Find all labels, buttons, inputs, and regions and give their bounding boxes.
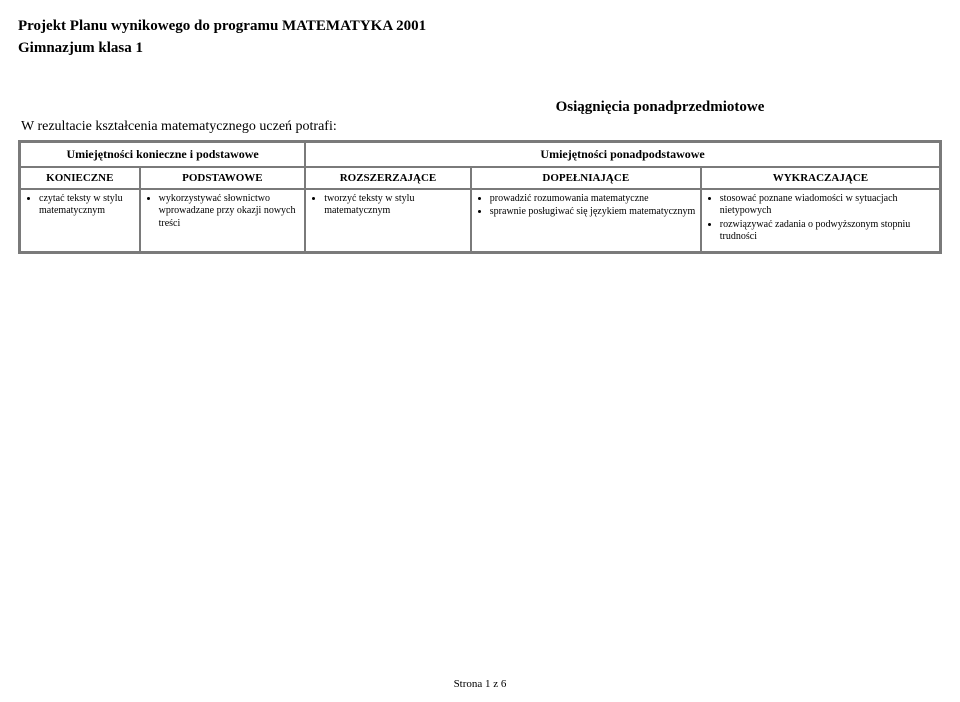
lead-left-text: W rezultacie kształcenia matematycznego …: [20, 99, 378, 136]
page-footer: Strona 1 z 6: [18, 678, 942, 690]
list-item: prowadzić rozumowania matematyczne: [490, 193, 696, 206]
cell-konieczne: czytać teksty w stylu matematycznym: [20, 189, 140, 252]
list-item: rozwiązywać zadania o podwyższonym stopn…: [720, 219, 935, 244]
header-right: Umiejętności ponadpodstawowe: [305, 142, 940, 167]
list-item: tworzyć teksty w stylu matematycznym: [324, 193, 466, 218]
col-rozszerzajace: ROZSZERZAJĄCE: [305, 167, 471, 189]
col-wykraczajace: WYKRACZAJĄCE: [701, 167, 940, 189]
lead-right-heading: Osiągnięcia ponadprzedmiotowe: [380, 99, 940, 136]
document-subtitle: Gimnazjum klasa 1: [18, 38, 942, 58]
cell-dopelniajace: prowadzić rozumowania matematyczne spraw…: [471, 189, 701, 252]
table-body-row: czytać teksty w stylu matematycznym wyko…: [20, 189, 940, 252]
col-dopelniajace: DOPEŁNIAJĄCE: [471, 167, 701, 189]
list-item: czytać teksty w stylu matematycznym: [39, 193, 135, 218]
list-item: wykorzystywać słownictwo wprowadzane prz…: [159, 193, 301, 231]
column-headers-row: KONIECZNE PODSTAWOWE ROZSZERZAJĄCE DOPEŁ…: [20, 167, 940, 189]
list-item: sprawnie posługiwać się językiem matemat…: [490, 206, 696, 219]
skills-table: Umiejętności konieczne i podstawowe Umie…: [18, 140, 942, 254]
cell-rozszerzajace: tworzyć teksty w stylu matematycznym: [305, 189, 471, 252]
list-item: stosować poznane wiadomości w sytuacjach…: [720, 193, 935, 218]
cell-wykraczajace: stosować poznane wiadomości w sytuacjach…: [701, 189, 940, 252]
table-header-row: Umiejętności konieczne i podstawowe Umie…: [20, 142, 940, 167]
col-podstawowe: PODSTAWOWE: [140, 167, 306, 189]
header-left: Umiejętności konieczne i podstawowe: [20, 142, 305, 167]
col-konieczne: KONIECZNE: [20, 167, 140, 189]
lead-row: W rezultacie kształcenia matematycznego …: [18, 97, 942, 138]
document-title: Projekt Planu wynikowego do programu MAT…: [18, 16, 942, 36]
cell-podstawowe: wykorzystywać słownictwo wprowadzane prz…: [140, 189, 306, 252]
